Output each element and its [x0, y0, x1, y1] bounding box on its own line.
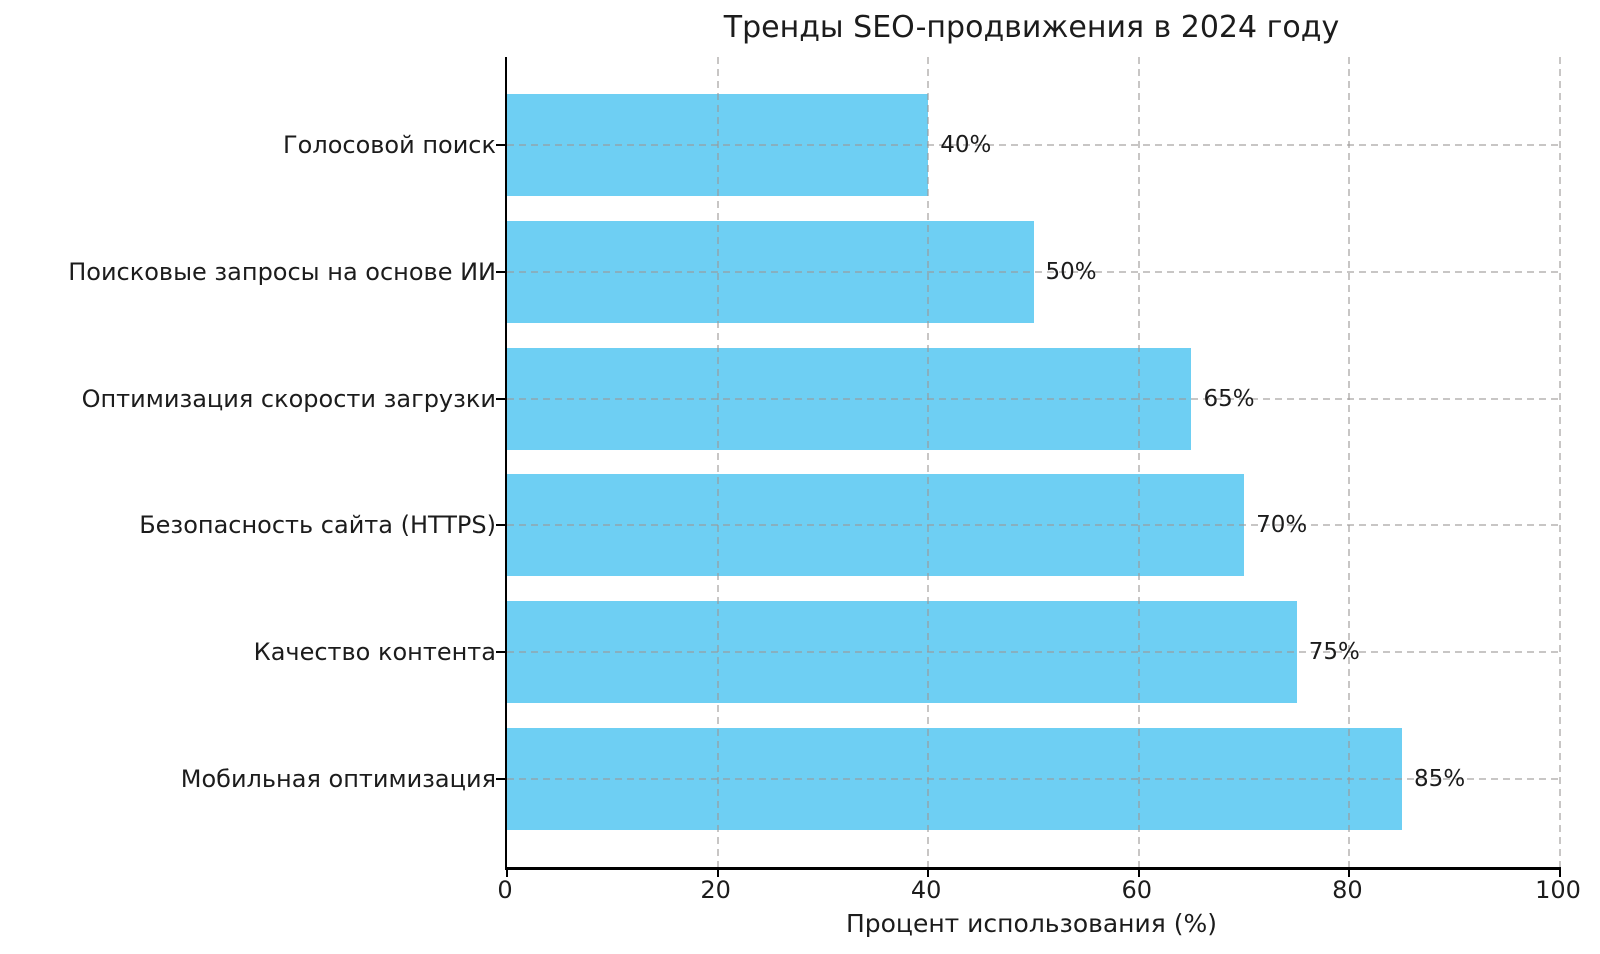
bar-value-label: 65%	[1203, 385, 1255, 412]
gridline-horizontal	[507, 270, 1560, 273]
y-axis-label: Голосовой поиск	[283, 131, 496, 159]
x-tick-label: 0	[497, 876, 513, 904]
gridline-horizontal	[507, 524, 1560, 527]
y-tick-mark	[496, 270, 505, 273]
bar-value-label: 85%	[1414, 766, 1466, 792]
bar-value-label: 70%	[1256, 512, 1308, 539]
chart-title: Тренды SEO-продвижения в 2024 году	[723, 10, 1340, 45]
y-axis-label: Оптимизация скорости загрузки	[81, 384, 496, 413]
y-tick-mark	[496, 144, 505, 146]
y-axis-label: Мобильная оптимизация	[180, 765, 496, 793]
gridline-horizontal	[507, 651, 1560, 654]
gridline-vertical	[716, 57, 719, 867]
y-axis-labels: Голосовой поиск Поисковые запросы на осно…	[0, 57, 496, 867]
x-axis-label: Процент использования (%)	[845, 909, 1218, 938]
x-tick-mark	[506, 867, 508, 877]
gridline-horizontal	[507, 144, 1560, 146]
y-axis-label: Безопасность сайта (HTTPS)	[139, 511, 496, 540]
y-tick-mark	[496, 651, 505, 654]
bar-value-label: 40%	[940, 132, 992, 158]
bar-value-label: 75%	[1308, 639, 1360, 666]
plot-area: 40% 50% 65% 70% 75% 85%	[496, 57, 1561, 877]
y-axis-label: Качество контента	[253, 638, 496, 667]
y-axis-label: Поисковые запросы на основе ИИ	[68, 257, 496, 286]
x-tick-mark	[1348, 867, 1351, 877]
gridline-vertical	[1348, 57, 1351, 867]
gridline-horizontal	[507, 778, 1560, 780]
y-tick-mark	[496, 397, 505, 400]
x-tick-mark	[927, 867, 930, 877]
bar-value-label: 50%	[1045, 258, 1097, 285]
x-tick-label: 40	[910, 876, 942, 904]
gridline-vertical	[1559, 57, 1561, 867]
y-tick-mark	[496, 524, 505, 527]
x-tick-label: 80	[1332, 876, 1363, 904]
gridline-vertical	[927, 57, 930, 867]
y-tick-mark	[496, 778, 505, 780]
x-tick-mark	[716, 867, 719, 877]
x-tick-label: 100	[1535, 876, 1581, 904]
x-tick-labels: 0 20 40 60 80 100	[497, 876, 1581, 906]
x-tick-label: 60	[1121, 876, 1153, 904]
x-tick-mark	[1559, 867, 1561, 877]
x-tick-mark	[1137, 867, 1140, 877]
x-tick-label: 20	[700, 876, 731, 904]
gridline-vertical	[1137, 57, 1140, 867]
gridline-horizontal	[507, 397, 1560, 400]
